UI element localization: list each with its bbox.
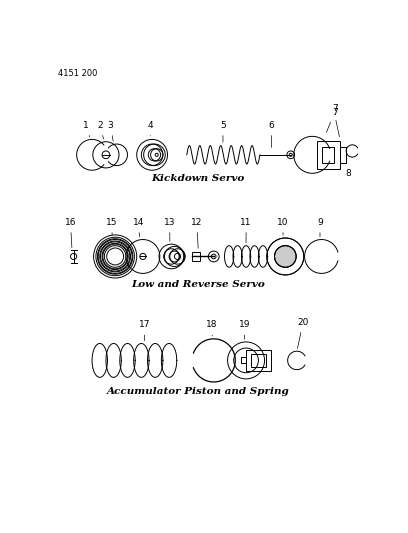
Text: 3: 3 [108,121,113,141]
Text: 16: 16 [65,218,76,247]
Text: 13: 13 [164,218,175,241]
Text: 11: 11 [240,218,252,243]
Text: 4: 4 [148,121,153,136]
Bar [322,147,334,163]
Text: 5: 5 [220,121,226,142]
Text: Kickdown Servo: Kickdown Servo [152,174,245,183]
Text: 17: 17 [139,320,150,341]
Text: Accumulator Piston and Spring: Accumulator Piston and Spring [107,387,290,397]
Text: 12: 12 [191,218,202,248]
Text: 7b: 7b [334,114,339,136]
Text: 18: 18 [206,320,218,336]
Text: 19: 19 [239,320,250,339]
Text: 7: 7 [332,104,337,113]
Text: 4151 200: 4151 200 [58,69,98,78]
Bar [317,141,340,168]
Text: 15: 15 [106,218,118,235]
Text: 2: 2 [97,121,104,139]
Text: 8: 8 [346,169,351,179]
Circle shape [275,246,296,267]
Text: 10: 10 [277,218,289,235]
Text: 7: 7 [326,108,337,132]
Bar [251,354,266,367]
Text: 20: 20 [297,318,309,349]
Text: 1: 1 [83,121,90,137]
Text: Low and Reverse Servo: Low and Reverse Servo [131,280,265,289]
Text: 14: 14 [133,218,144,237]
Text: 6: 6 [268,121,274,148]
Text: 9: 9 [317,218,323,237]
Bar [192,252,200,261]
Bar [246,350,271,371]
